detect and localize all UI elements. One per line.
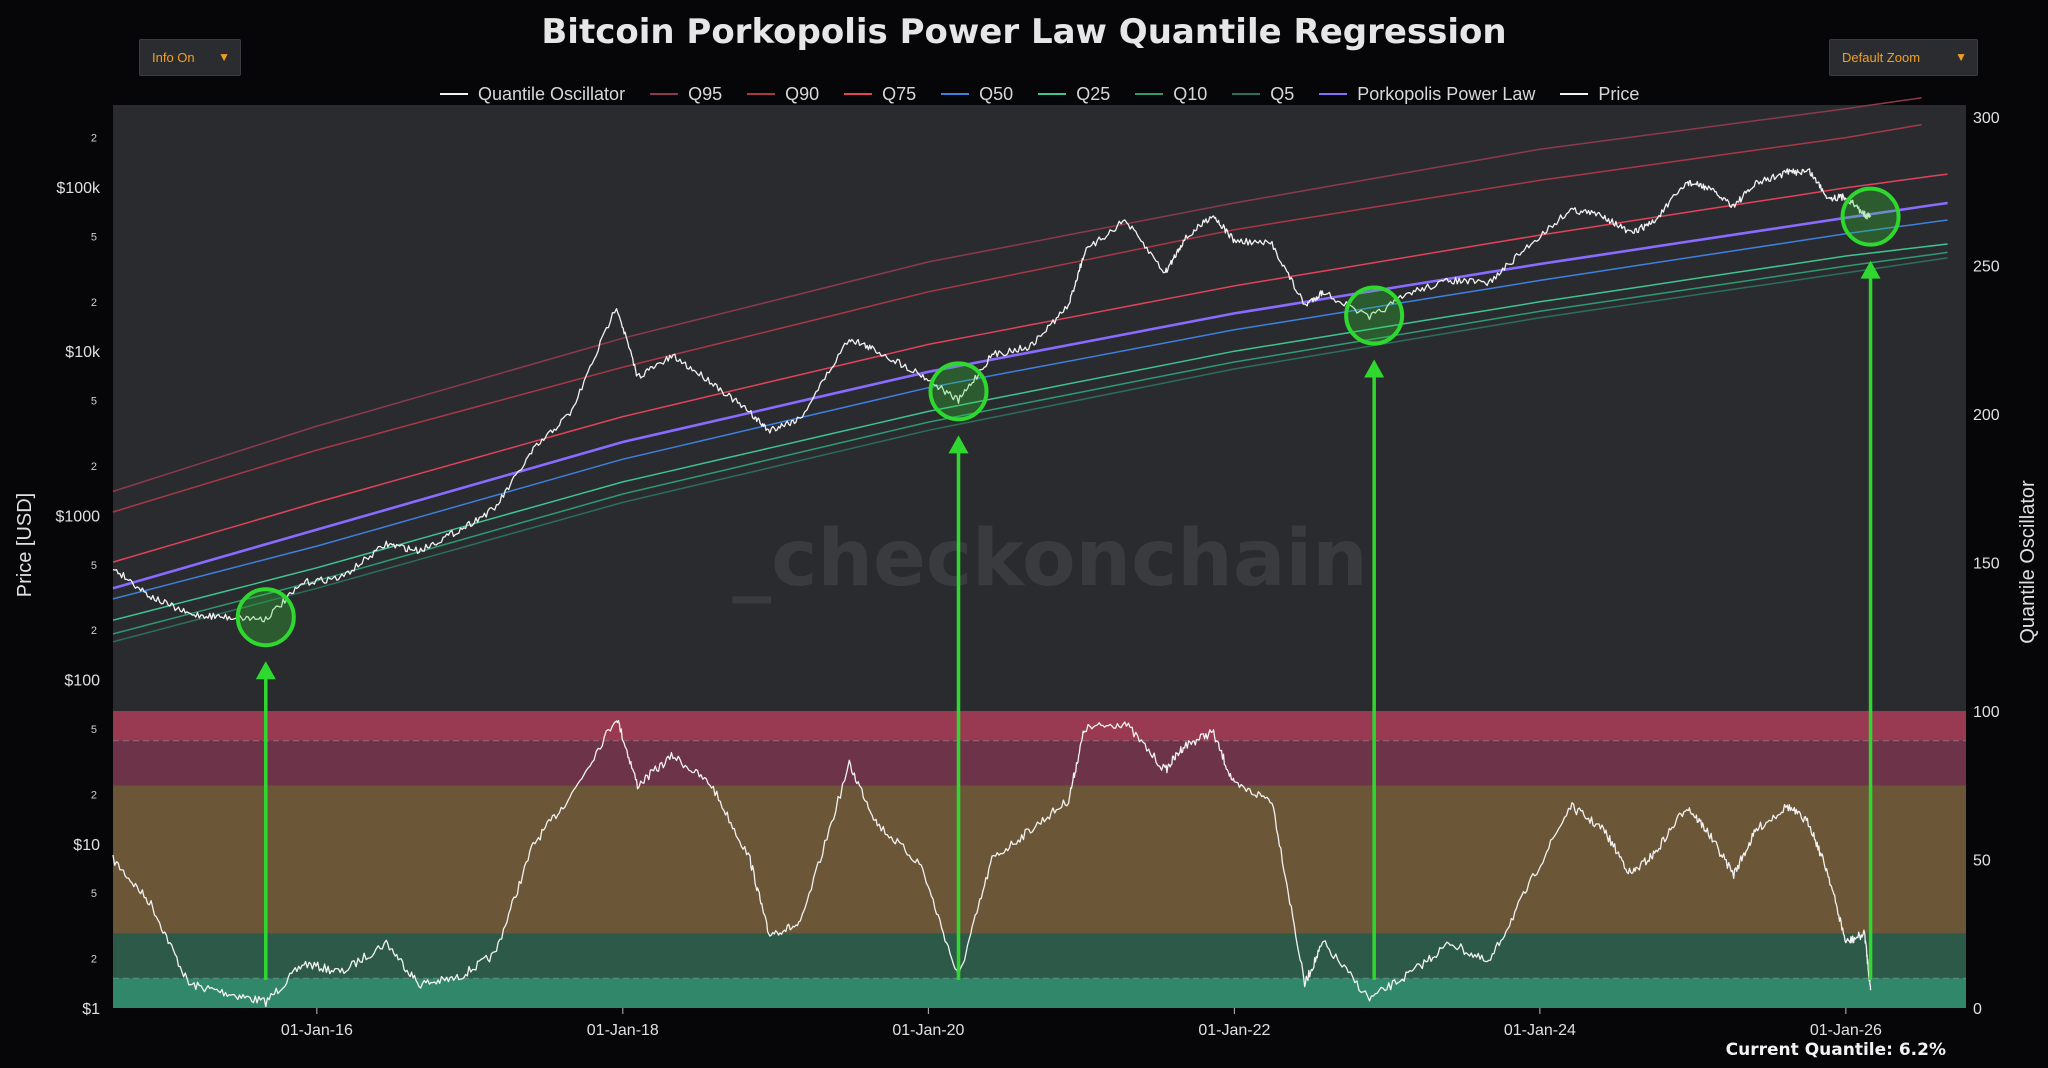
x-tick-label: 01-Jan-22 <box>1198 1022 1270 1039</box>
series-line-quantile-oscillator <box>112 719 1872 1008</box>
legend-item[interactable]: Q25 <box>1038 84 1110 105</box>
legend-label: Q50 <box>979 83 1014 104</box>
oscillator-band <box>113 978 1966 1008</box>
chart-legend: Quantile Oscillator Q95 Q90 Q75 Q50 Q25 Q10 Q5 P… <box>440 82 1664 106</box>
info-toggle-label: Info On <box>152 50 195 65</box>
arrow-head <box>948 435 969 454</box>
y-tick-label: $10k <box>65 344 101 361</box>
watermark: _checkonchain <box>732 514 1367 604</box>
zoom-label: Default Zoom <box>1842 50 1921 65</box>
y-tick-label: 5 <box>91 231 97 243</box>
y-tick-label: 2 <box>91 954 97 966</box>
legend-swatch <box>1232 93 1261 95</box>
legend-swatch <box>440 93 468 95</box>
chevron-down-icon: ▼ <box>1955 50 1967 64</box>
y-tick-label: $1000 <box>56 508 101 525</box>
oscillator-band <box>113 785 1966 934</box>
legend-item[interactable]: Q10 <box>1135 84 1207 105</box>
legend-item[interactable]: Q50 <box>941 84 1013 105</box>
legend-label: Q5 <box>1270 83 1295 104</box>
legend-label: Quantile Oscillator <box>478 83 626 104</box>
y2-tick-label: 300 <box>1973 110 2000 127</box>
current-quantile-readout: Current Quantile: 6.2% <box>1725 1040 1946 1060</box>
legend-item[interactable]: Q95 <box>650 84 722 105</box>
highlight-circle <box>1344 285 1405 346</box>
arrow-head <box>255 661 276 680</box>
highlight-circle <box>928 361 989 422</box>
legend-swatch <box>844 93 873 95</box>
legend-swatch <box>1319 93 1348 95</box>
y-tick-label: 5 <box>91 396 97 408</box>
oscillator-band <box>113 933 1966 979</box>
x-tick-label: 01-Jan-16 <box>281 1022 353 1039</box>
legend-swatch <box>747 93 776 95</box>
legend-swatch <box>941 93 970 95</box>
y2-tick-label: 250 <box>1973 259 2000 276</box>
y-tick-label: 2 <box>91 297 97 309</box>
chart-title: Bitcoin Porkopolis Power Law Quantile Re… <box>541 12 1507 52</box>
legend-swatch <box>650 93 679 95</box>
legend-item[interactable]: Price <box>1560 84 1639 105</box>
y2-tick-label: 150 <box>1973 556 2000 573</box>
oscillator-band <box>113 740 1966 786</box>
y-tick-label: $100k <box>56 180 101 197</box>
series-line-q5 <box>112 257 1948 643</box>
legend-label: Price <box>1598 83 1640 104</box>
arrow-head <box>1860 260 1881 279</box>
y-axis-title: Price [USD] <box>14 493 36 597</box>
series-line-porkopolis-power-law <box>112 201 1948 590</box>
y-tick-label: 5 <box>91 888 97 900</box>
x-tick-label: 01-Jan-18 <box>587 1022 659 1039</box>
x-tick-label: 01-Jan-20 <box>892 1022 964 1039</box>
y-tick-label: $100 <box>64 673 100 690</box>
y2-tick-label: 100 <box>1973 704 2000 721</box>
legend-label: Porkopolis Power Law <box>1357 83 1536 104</box>
series-line-q25 <box>112 243 1948 621</box>
legend-item[interactable]: Porkopolis Power Law <box>1319 84 1535 105</box>
y2-tick-label: 200 <box>1973 407 2000 424</box>
legend-item[interactable]: Quantile Oscillator <box>440 84 625 105</box>
chevron-down-icon: ▼ <box>218 50 230 64</box>
series-line-q75 <box>112 173 1948 563</box>
y-tick-label: 5 <box>91 724 97 736</box>
legend-swatch <box>1560 93 1589 95</box>
series-line-q50 <box>112 219 1948 600</box>
y2-tick-label: 0 <box>1973 1001 1982 1018</box>
legend-swatch <box>1038 93 1067 95</box>
zoom-dropdown[interactable]: Default Zoom ▼ <box>1829 39 1978 76</box>
oscillator-band <box>113 711 1966 741</box>
series-line-q10 <box>112 251 1948 635</box>
legend-swatch <box>1135 93 1164 95</box>
arrow-head <box>1364 359 1385 378</box>
y-tick-label: 2 <box>91 625 97 637</box>
info-toggle-dropdown[interactable]: Info On ▼ <box>139 39 241 76</box>
legend-label: Q75 <box>882 83 917 104</box>
legend-label: Q95 <box>688 83 723 104</box>
legend-label: Q25 <box>1076 83 1111 104</box>
y-tick-label: $1 <box>82 1001 100 1018</box>
legend-item[interactable]: Q90 <box>747 84 819 105</box>
highlight-circle <box>235 587 296 648</box>
legend-item[interactable]: Q5 <box>1232 84 1294 105</box>
y2-tick-label: 50 <box>1973 853 1991 870</box>
legend-label: Q90 <box>785 83 820 104</box>
legend-label: Q10 <box>1173 83 1208 104</box>
series-line-price <box>112 168 1872 623</box>
y-tick-label: $10 <box>73 837 100 854</box>
x-tick-label: 01-Jan-24 <box>1504 1022 1576 1039</box>
y-tick-label: 2 <box>91 789 97 801</box>
legend-item[interactable]: Q75 <box>844 84 916 105</box>
x-tick-label: 01-Jan-26 <box>1810 1022 1882 1039</box>
y-tick-label: 2 <box>91 461 97 473</box>
highlight-circle <box>1840 186 1901 247</box>
y-tick-label: 5 <box>91 560 97 572</box>
y2-axis-title: Quantile Oscillator <box>2017 480 2039 644</box>
y-tick-label: 2 <box>91 133 97 145</box>
series-line-q95 <box>112 96 1922 493</box>
